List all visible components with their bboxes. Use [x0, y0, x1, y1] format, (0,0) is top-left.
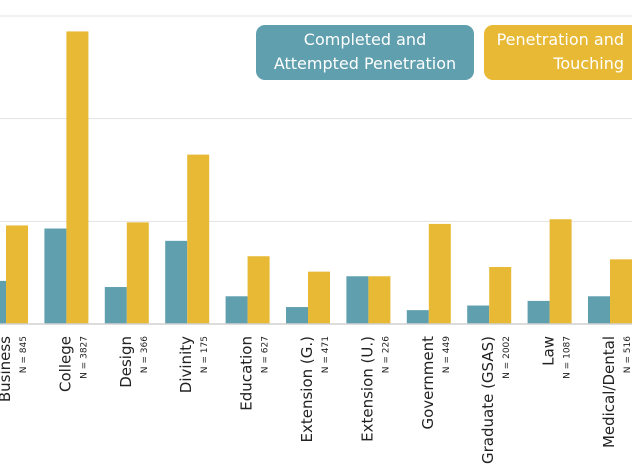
- category-label: Government: [419, 336, 437, 430]
- bar-penetration-touching: [187, 154, 210, 324]
- sample-size-label: N = 2002: [502, 336, 512, 379]
- bar-completed-attempted: [286, 307, 308, 324]
- sample-size-label: N = 516: [623, 336, 632, 373]
- bar-penetration-touching: [308, 271, 330, 324]
- sample-size-label: N = 175: [200, 336, 210, 373]
- bar-completed-attempted: [406, 310, 429, 324]
- bar-completed-attempted: [44, 228, 67, 324]
- category-label: Graduate (GSAS): [479, 336, 497, 464]
- bar-penetration-touching: [126, 222, 149, 324]
- category-label: Medical/Dental: [600, 336, 618, 448]
- bar-completed-attempted: [104, 287, 127, 324]
- bar-completed-attempted: [527, 300, 550, 324]
- bar-penetration-touching: [489, 267, 512, 324]
- sample-size-label: N = 627: [261, 336, 271, 373]
- bar-penetration-touching: [6, 225, 28, 324]
- category-label: College: [56, 336, 74, 392]
- sample-size-label: N = 449: [442, 336, 452, 373]
- bar-completed-attempted: [588, 296, 610, 324]
- legend-label-line: Attempted Penetration: [273, 54, 457, 73]
- bar-penetration-touching: [428, 223, 451, 324]
- gridlines: [0, 15, 632, 222]
- legend-label-line: Touching: [553, 54, 624, 73]
- category-labels: Business N = 845 College N = 3827 Design N = …: [0, 336, 632, 464]
- category-label: Education: [238, 336, 256, 411]
- bar-penetration-touching: [247, 256, 270, 324]
- category-label: Divinity: [177, 336, 195, 393]
- bar-penetration-touching: [368, 276, 391, 324]
- legend-series-completed-attempted: Completed and Attempted Penetration: [256, 25, 474, 80]
- sample-size-label: N = 226: [381, 336, 391, 373]
- bar-completed-attempted: [346, 276, 369, 324]
- bar-completed-attempted: [0, 280, 6, 324]
- sample-size-label: N = 1087: [563, 336, 573, 379]
- sample-size-label: N = 471: [321, 336, 331, 373]
- category-label: Law: [540, 336, 558, 366]
- sample-size-label: N = 845: [19, 336, 29, 373]
- category-label: Business: [0, 336, 14, 402]
- legend-label-line: Completed and: [303, 30, 427, 49]
- bars: [0, 31, 632, 325]
- bar-completed-attempted: [165, 240, 188, 324]
- category-label: Extension (U.): [358, 336, 376, 442]
- sample-size-label: N = 366: [140, 336, 150, 373]
- bar-completed-attempted: [467, 305, 490, 324]
- sample-size-label: N = 3827: [79, 336, 89, 379]
- category-label: Design: [117, 336, 135, 388]
- bar-penetration-touching: [610, 259, 632, 324]
- bar-penetration-touching: [549, 219, 572, 324]
- bar-completed-attempted: [225, 296, 248, 324]
- legend-label-line: Penetration and: [496, 30, 624, 49]
- category-label: Extension (G.): [298, 336, 316, 443]
- bar-penetration-touching: [66, 31, 89, 325]
- legend-series-penetration-touching: Penetration and Touching: [484, 25, 632, 80]
